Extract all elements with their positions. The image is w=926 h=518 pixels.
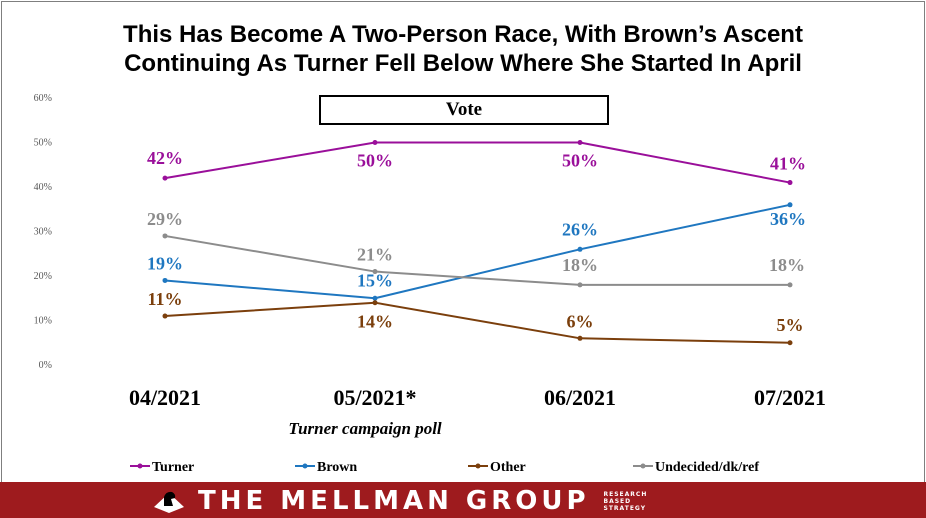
data-point (162, 233, 168, 239)
line-chart: 0% 10% 20% 30% 40% 50% 60% 04/2021 05/2021* 06/20… (34, 93, 826, 475)
series-line-other (164, 301, 791, 344)
legend-marker (475, 463, 481, 469)
y-tick-label: 40% (34, 182, 52, 193)
x-annotation: Turner campaign poll (288, 419, 442, 438)
data-point (162, 313, 168, 319)
chart-title-line-1: This Has Become A Two-Person Race, With … (123, 21, 803, 48)
chart-subtitle: Vote (319, 95, 609, 125)
logo-tagline-line-3: STRATEGY (603, 504, 647, 512)
y-tick-label: 20% (34, 271, 52, 282)
data-point (577, 246, 583, 252)
logo-tagline-line-2: BASED (603, 497, 632, 505)
data-label: 26% (562, 219, 598, 239)
y-tick-label: 0% (39, 360, 52, 371)
data-label: 14% (357, 312, 393, 332)
data-point (787, 202, 793, 208)
y-tick-label: 50% (34, 138, 52, 149)
data-label: 5% (777, 315, 804, 335)
x-tick-label: 06/2021 (544, 385, 616, 410)
data-point (787, 180, 793, 186)
data-label: 19% (147, 253, 183, 273)
data-point (162, 277, 168, 283)
chart-title: This Has Become A Two-Person Race, With … (2, 20, 924, 78)
legend-label: Brown (317, 460, 357, 475)
data-point (372, 269, 378, 275)
series-line-undecided (164, 234, 790, 286)
legend-label: Other (490, 460, 526, 475)
chart-title-line-2: Continuing As Turner Fell Below Where Sh… (124, 50, 802, 77)
logo-tagline: RESEARCH BASED STRATEGY (604, 491, 648, 512)
data-label: 29% (147, 209, 183, 229)
legend-marker (302, 463, 308, 469)
data-point (787, 282, 793, 288)
legend-marker (640, 463, 646, 469)
data-label: 21% (357, 245, 393, 265)
data-point (787, 340, 793, 346)
legend-marker (137, 463, 143, 469)
data-point (577, 282, 583, 288)
data-point (577, 140, 583, 145)
x-tick-label: 07/2021 (754, 385, 826, 410)
legend-label: Turner (152, 460, 194, 475)
data-label: 18% (769, 255, 805, 275)
data-point (372, 295, 378, 301)
y-tick-label: 30% (34, 227, 52, 238)
logo-brand-text: THE MELLMAN GROUP (198, 486, 590, 516)
data-label: 36% (770, 209, 806, 229)
data-label: 18% (562, 255, 598, 275)
x-tick-label: 05/2021* (333, 385, 416, 410)
data-point (372, 140, 378, 145)
series-line-turner (164, 141, 791, 184)
data-point (372, 300, 378, 306)
data-label: 50% (357, 151, 393, 171)
data-point (577, 335, 583, 341)
data-label: 42% (147, 148, 183, 168)
data-label: 11% (147, 289, 182, 309)
data-label: 41% (770, 154, 806, 174)
x-tick-label: 04/2021 (129, 385, 201, 410)
data-point (162, 175, 168, 181)
mellman-logo: THE MELLMAN GROUP RESEARCH BASED STRATEG… (152, 486, 647, 516)
legend-label: Undecided/dk/ref (655, 460, 759, 475)
y-tick-label: 60% (34, 93, 52, 104)
chess-knight-logo-icon (154, 491, 184, 513)
data-label: 6% (567, 311, 594, 331)
data-label: 50% (562, 151, 598, 171)
series-line-brown (164, 203, 791, 300)
footer-banner (0, 482, 926, 518)
logo-tagline-line-1: RESEARCH (603, 490, 648, 498)
y-tick-label: 10% (34, 316, 52, 327)
data-label: 15% (357, 270, 393, 290)
